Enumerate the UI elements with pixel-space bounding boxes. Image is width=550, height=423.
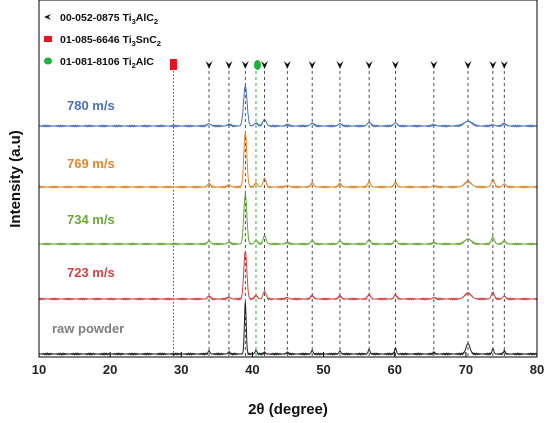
legend-sub1: 2 — [132, 61, 136, 70]
legend-sub1: 3 — [132, 39, 136, 48]
x-tick-label: 40 — [245, 362, 259, 377]
trace-0 — [39, 85, 538, 128]
trace-2 — [38, 193, 538, 246]
trace-4 — [38, 301, 538, 356]
legend-sub2: 2 — [157, 39, 161, 48]
legend-marker-square — [44, 36, 52, 42]
marker-ti3alc2 — [336, 61, 344, 69]
legend-code: 01-085-6646 — [60, 34, 120, 46]
marker-ti3alc2 — [430, 61, 438, 69]
legend-sub2: 2 — [154, 17, 158, 26]
marker-ti3alc2 — [308, 61, 316, 69]
marker-ti3alc2 — [261, 61, 269, 69]
x-tick-label: 80 — [530, 362, 544, 377]
x-axis-title: 2θ (degree) — [248, 401, 328, 418]
legend-marker-arrowhead — [44, 14, 51, 20]
trace-1 — [38, 131, 538, 189]
series-label: 723 m/s — [67, 265, 115, 280]
reference-markers — [169, 59, 508, 70]
legend-phase: Ti — [120, 56, 132, 68]
marker-ti3alc2 — [464, 61, 472, 69]
reference-lines — [172, 71, 505, 357]
legend-marker-circle — [44, 57, 52, 65]
marker-ti3snc2 — [169, 59, 177, 70]
trace-3 — [38, 250, 538, 301]
legend-phase: Ti — [120, 34, 132, 46]
marker-ti2alc — [253, 60, 261, 70]
legend-code: 01-081-8106 — [60, 56, 120, 68]
legend-mid: AlC — [136, 56, 155, 68]
y-axis-title: Intensity (a.u) — [7, 130, 24, 228]
legend-entry: 01-085-6646 Ti3SnC2 — [60, 34, 161, 48]
series-label: 734 m/s — [67, 212, 115, 227]
series-label: raw powder — [52, 321, 124, 336]
legend-code: 00-052-0875 — [60, 12, 120, 24]
x-tick-label: 10 — [32, 362, 46, 377]
x-tick-label: 70 — [459, 362, 473, 377]
marker-ti3alc2 — [365, 61, 373, 69]
series-labels: 780 m/s 769 m/s 734 m/s 723 m/s raw powder — [52, 98, 124, 336]
legend-entry: 01-081-8106 Ti2AlC — [60, 56, 154, 70]
x-tick-label: 20 — [103, 362, 117, 377]
marker-ti3alc2 — [205, 61, 213, 69]
x-axis-ticks: 10 20 30 40 50 60 70 80 — [32, 352, 544, 377]
legend-entry: 00-052-0875 Ti3AlC2 — [60, 12, 158, 26]
marker-ti3alc2 — [241, 61, 249, 69]
marker-ti3alc2 — [283, 61, 291, 69]
legend-mid: AlC — [136, 12, 155, 24]
x-tick-label: 60 — [387, 362, 401, 377]
legend-mid: SnC — [136, 34, 157, 46]
series-label: 780 m/s — [67, 98, 115, 113]
x-tick-label: 30 — [174, 362, 188, 377]
series-traces — [38, 85, 538, 356]
legend-sub1: 3 — [132, 17, 136, 26]
marker-ti3alc2 — [225, 61, 233, 69]
legend-phase: Ti — [120, 12, 132, 24]
plot-frame — [38, 0, 538, 358]
marker-ti3alc2 — [489, 61, 497, 69]
marker-ti3alc2 — [391, 61, 399, 69]
x-tick-label: 50 — [316, 362, 330, 377]
marker-ti3alc2 — [500, 61, 508, 69]
series-label: 769 m/s — [67, 156, 115, 171]
